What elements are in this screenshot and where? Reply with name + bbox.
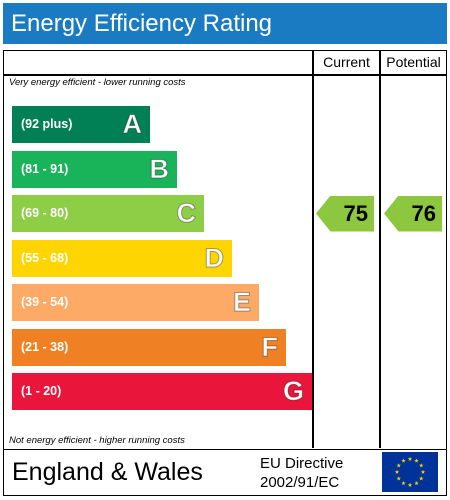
eu-star <box>407 482 413 487</box>
band-range-label: (81 - 91) <box>21 161 69 176</box>
band-b: (81 - 91) B <box>12 150 177 188</box>
top-note: Very energy efficient - lower running co… <box>9 77 186 88</box>
bottom-note: Not energy efficient - higher running co… <box>9 435 185 446</box>
band-letter: B <box>149 153 169 184</box>
current-rating-arrow: 75 <box>316 195 374 232</box>
band-letter: E <box>232 287 251 318</box>
band-letter: F <box>261 331 278 362</box>
eu-star <box>394 469 400 474</box>
band-letter: A <box>122 109 142 140</box>
current-column-header: Current <box>323 54 370 70</box>
eu-star <box>419 463 424 468</box>
band-a: (92 plus) A <box>12 106 150 143</box>
header-divider <box>4 74 446 76</box>
page-title: Energy Efficiency Rating <box>3 3 447 44</box>
directive-line-2: 2002/91/EC <box>260 474 340 491</box>
eu-star <box>401 480 406 486</box>
eu-directive: EU Directive 2002/91/EC <box>260 454 343 492</box>
footer-divider <box>4 448 446 450</box>
band-c: (69 - 80) C <box>12 195 204 232</box>
band-e: (39 - 54) E <box>12 284 259 321</box>
band-range-label: (55 - 68) <box>21 250 69 265</box>
eu-star <box>401 458 406 463</box>
eu-star <box>420 469 426 474</box>
band-range-label: (69 - 80) <box>21 206 69 220</box>
band-d: (55 - 68) D <box>12 239 232 277</box>
potential-column-divider <box>379 51 381 448</box>
eu-stars <box>394 456 426 487</box>
current-column-divider <box>312 51 314 448</box>
eu-star <box>396 463 401 468</box>
band-letter: G <box>282 376 304 407</box>
region-label: England & Wales <box>12 458 203 486</box>
eu-star <box>419 476 424 481</box>
band-g: (1 - 20) G <box>12 373 312 410</box>
directive-line-1: EU Directive <box>260 455 344 472</box>
potential-column-header: Potential <box>386 54 441 70</box>
band-letter: D <box>204 242 224 273</box>
eu-star <box>396 476 401 481</box>
eu-flag-icon <box>382 452 438 492</box>
rating-chart: Current Potential Very energy efficient … <box>3 50 447 496</box>
potential-rating-arrow: 76 <box>384 195 442 232</box>
band-f: (21 - 38) F <box>12 328 286 366</box>
band-letter: C <box>176 198 196 229</box>
eu-star <box>414 458 419 463</box>
eu-star <box>407 456 413 461</box>
band-range-label: (92 plus) <box>21 117 73 131</box>
band-range-label: (1 - 20) <box>21 384 62 398</box>
eu-star <box>414 480 419 486</box>
band-range-label: (39 - 54) <box>21 295 69 309</box>
band-range-label: (21 - 38) <box>21 339 69 354</box>
